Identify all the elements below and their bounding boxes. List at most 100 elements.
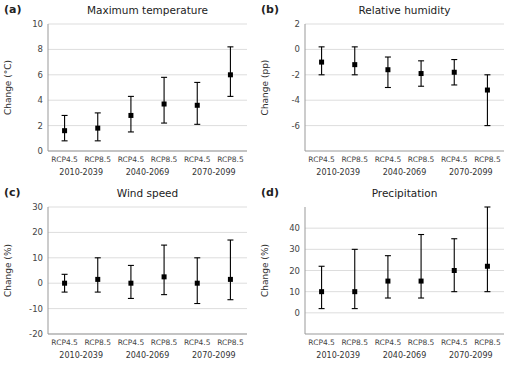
- error-bar: [487, 207, 488, 292]
- error-cap-low: [62, 292, 68, 293]
- error-bar: [354, 47, 355, 75]
- marker: [385, 279, 390, 284]
- marker: [128, 113, 133, 118]
- marker: [195, 281, 200, 286]
- group-label: 2040-2069: [126, 168, 170, 177]
- y-tick-label: 20: [32, 227, 43, 237]
- grid-line: [48, 334, 247, 335]
- grid-line: [48, 24, 247, 25]
- marker: [95, 126, 100, 131]
- marker: [485, 88, 490, 93]
- marks: [319, 47, 491, 126]
- error-cap-high: [484, 74, 490, 75]
- grid-line: [48, 207, 247, 208]
- x-tick-label: RCP4.5: [375, 338, 402, 347]
- marks: [62, 47, 234, 141]
- panel-label: (a): [4, 3, 21, 16]
- grid-line: [305, 228, 504, 229]
- error-cap-high: [62, 274, 68, 275]
- marker: [228, 277, 233, 282]
- error-bar: [64, 115, 65, 140]
- error-cap-low: [161, 294, 167, 295]
- y-tick-label: 30: [32, 202, 43, 212]
- error-cap-low: [352, 74, 358, 75]
- y-axis-line: [305, 207, 306, 334]
- grid-line: [305, 312, 504, 313]
- x-tick-label: RCP8.5: [408, 338, 435, 347]
- error-cap-low: [484, 125, 490, 126]
- y-tick-label: -2: [292, 70, 300, 80]
- grid-line: [305, 249, 504, 250]
- marker: [62, 128, 67, 133]
- error-cap-high: [161, 77, 167, 78]
- x-tick-label: RCP8.5: [474, 155, 501, 164]
- x-axis-line: [48, 151, 247, 152]
- error-cap-low: [161, 123, 167, 124]
- x-tick-label: RCP4.5: [184, 155, 211, 164]
- error-bar: [387, 57, 388, 87]
- y-axis-label: Change (%): [260, 244, 270, 297]
- marker: [452, 268, 457, 273]
- x-axis-line: [305, 334, 504, 335]
- grid-line: [305, 24, 504, 25]
- error-cap-low: [62, 140, 68, 141]
- error-cap-high: [128, 96, 134, 97]
- marker: [162, 102, 167, 107]
- error-cap-low: [451, 84, 457, 85]
- error-cap-low: [95, 140, 101, 141]
- error-cap-low: [95, 292, 101, 293]
- y-axis-line: [48, 207, 49, 334]
- error-cap-low: [194, 303, 200, 304]
- marker: [352, 62, 357, 67]
- error-bar: [354, 249, 355, 308]
- error-cap-low: [418, 297, 424, 298]
- error-bar: [230, 47, 231, 97]
- x-tick-label: RCP8.5: [474, 338, 501, 347]
- y-tick-label: 0: [38, 278, 43, 288]
- marker: [485, 264, 490, 269]
- grid-line: [305, 100, 504, 101]
- error-bar: [454, 239, 455, 292]
- y-tick-label: 0: [295, 308, 300, 318]
- panel: (a)Maximum temperatureChange (°C)0246810…: [3, 3, 247, 177]
- error-cap-low: [194, 124, 200, 125]
- error-bar: [230, 240, 231, 300]
- error-cap-low: [319, 74, 325, 75]
- group-label: 2010-2039: [316, 168, 360, 177]
- grid-line: [48, 232, 247, 233]
- x-tick-label: RCP8.5: [217, 338, 244, 347]
- group-label: 2010-2039: [59, 168, 103, 177]
- y-tick-label: -4: [292, 95, 300, 105]
- group-label: 2010-2039: [316, 351, 360, 360]
- grid-line: [48, 125, 247, 126]
- marks: [62, 240, 234, 303]
- y-tick-label: -6: [292, 121, 300, 131]
- error-bar: [164, 245, 165, 295]
- grid-line: [305, 270, 504, 271]
- y-tick-label: 30: [289, 244, 300, 254]
- error-bar: [164, 77, 165, 123]
- panel: (b)Relative humidityChange (pp)-6-4-2022…: [260, 3, 504, 177]
- x-tick-label: RCP4.5: [308, 338, 335, 347]
- marker: [352, 289, 357, 294]
- x-tick-label: RCP8.5: [151, 155, 178, 164]
- y-tick-label: 4: [38, 95, 43, 105]
- error-cap-high: [194, 82, 200, 83]
- y-tick-label: 20: [289, 266, 300, 276]
- error-cap-high: [385, 255, 391, 256]
- error-cap-high: [418, 60, 424, 61]
- error-bar: [321, 266, 322, 308]
- y-tick-label: 40: [289, 223, 300, 233]
- grid-line: [48, 283, 247, 284]
- x-tick-label: RCP8.5: [151, 338, 178, 347]
- error-cap-high: [484, 206, 490, 207]
- x-tick-label: RCP4.5: [308, 155, 335, 164]
- marker: [162, 274, 167, 279]
- y-tick-label: 2: [295, 19, 300, 29]
- error-cap-low: [227, 96, 233, 97]
- x-axis-line: [305, 151, 504, 152]
- error-cap-high: [385, 56, 391, 57]
- marker: [419, 71, 424, 76]
- error-bar: [421, 235, 422, 299]
- error-cap-high: [161, 245, 167, 246]
